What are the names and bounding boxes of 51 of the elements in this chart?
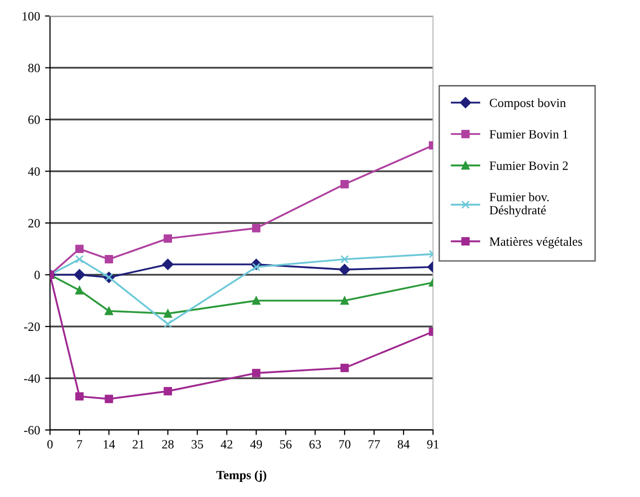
x-axis-title: Temps (j): [216, 470, 266, 482]
y-tick-label: -20: [24, 322, 40, 331]
y-tick-label: 100: [22, 12, 40, 20]
y-tick-label: -60: [24, 426, 40, 434]
y-tick-label: 80: [28, 64, 40, 72]
x-tick-label: 35: [192, 440, 204, 449]
point: [252, 262, 260, 272]
x-tick-label: 28: [162, 440, 174, 449]
y-tick-label: 60: [28, 116, 40, 124]
point: [340, 255, 349, 264]
y-tick-label: -40: [24, 374, 40, 383]
point: [164, 309, 172, 318]
point: [252, 296, 260, 305]
x-tick-label: 42: [220, 440, 232, 448]
point: [74, 269, 86, 280]
legend-label: Fumier bov. Déshydraté: [490, 192, 549, 217]
point: [164, 320, 172, 328]
point: [104, 255, 114, 264]
legend-label: Fumier Bovin 1: [490, 130, 568, 139]
x-tick-label: 7: [77, 440, 82, 448]
x-tick-label: 84: [398, 440, 410, 449]
point: [104, 394, 114, 404]
x-tick-label: 21: [132, 440, 144, 448]
point: [164, 387, 172, 396]
legend-label: Fumier Bovin 2: [490, 162, 568, 170]
x-tick-label: 91: [427, 440, 438, 449]
point: [252, 368, 260, 378]
x-tick-label: 70: [339, 440, 350, 449]
x-tick-label: 49: [250, 440, 262, 449]
x-tick-label: 14: [104, 440, 115, 448]
x-tick-label: 56: [280, 440, 292, 449]
point: [340, 296, 349, 305]
legend-label: Matières végétales: [490, 237, 582, 248]
y-tick-label: 40: [28, 167, 40, 176]
point: [252, 224, 260, 232]
x-tick-label: 77: [368, 440, 380, 448]
point: [164, 234, 172, 243]
point: [162, 258, 174, 270]
legend-label: Compost bovin: [490, 98, 566, 110]
point: [340, 180, 349, 188]
point: [75, 244, 84, 254]
x-tick-label: 63: [309, 440, 321, 449]
y-tick-label: 0: [34, 270, 40, 280]
point: [75, 286, 84, 294]
point: [339, 264, 350, 276]
y-tick-label: 20: [28, 219, 40, 228]
point: [340, 364, 349, 372]
point: [104, 306, 114, 316]
x-tick-label: 0: [47, 440, 53, 449]
point: [75, 392, 84, 401]
point: [75, 255, 84, 264]
